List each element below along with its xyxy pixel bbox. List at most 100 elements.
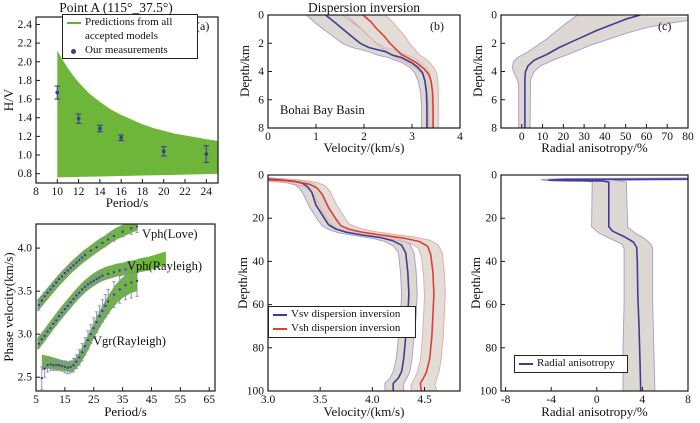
y-tick-label: 8 xyxy=(491,123,497,135)
anisotropy-deep-curve xyxy=(548,178,688,391)
anisotropy-deep-band-edge xyxy=(540,177,688,391)
panel-b-axes xyxy=(267,14,461,129)
panel-b-series xyxy=(306,15,439,128)
rayleigh-group-measurements xyxy=(40,264,139,390)
panel-bm-axes xyxy=(267,174,461,392)
legend-label: Vsv dispersion inversion xyxy=(291,308,401,320)
y-tick-label: 2.2 xyxy=(18,38,33,50)
y-tick-label: 4.0 xyxy=(18,243,33,255)
x-tick-label: -4 xyxy=(546,394,556,406)
x-tick-label: 0 xyxy=(594,394,600,406)
panel-b-ylabel: Depth/km xyxy=(237,45,252,97)
y-tick-label: 1.2 xyxy=(18,131,33,143)
rayleigh-phase-measurements xyxy=(37,262,133,349)
panel-br-axes xyxy=(500,174,689,392)
legend-item-radial-anisotropy: Radial anisotropy xyxy=(519,357,623,371)
panel-a-title: Point A (115°_37.5°) xyxy=(59,0,173,15)
love-measurements xyxy=(37,224,139,311)
annotation-bohai-bay-basin: Bohai Bay Basin xyxy=(280,103,365,117)
x-tick-label: 4 xyxy=(640,394,646,406)
y-tick-label: 2 xyxy=(491,38,497,50)
panel-b-xlabel: Velocity/(km/s) xyxy=(323,140,405,155)
y-tick-label: 0 xyxy=(491,10,497,22)
y-tick-label: 3.5 xyxy=(18,286,33,298)
x-tick-label: 25 xyxy=(88,394,100,406)
y-tick-label: 40 xyxy=(253,256,265,268)
green-line-swatch xyxy=(67,22,81,24)
legend-label: Predictions from all accepted models xyxy=(85,16,173,42)
vsv-shallow-band-edge xyxy=(306,15,423,128)
y-tick-label: 2.0 xyxy=(18,56,33,68)
panel-a-series xyxy=(54,50,218,178)
panel-bl-axes xyxy=(35,223,216,392)
legend-item-predictions: Predictions from all accepted models xyxy=(67,16,193,44)
x-tick-label: 60 xyxy=(641,131,653,143)
panel-bm-xlabel: Velocity/(km/s) xyxy=(323,404,405,419)
vsh-deep-band-edge xyxy=(268,178,446,391)
y-tick-label: 60 xyxy=(486,299,498,311)
anisotropy-shallow-curve xyxy=(524,15,641,128)
anisotropy-deep-band-edge xyxy=(613,179,688,391)
x-tick-label: 22 xyxy=(179,186,191,198)
panel-a-tag: (a) xyxy=(196,19,210,33)
y-tick-label: 1.8 xyxy=(18,75,33,87)
y-tick-label: 0.8 xyxy=(18,168,33,180)
y-tick-label: 8 xyxy=(258,123,264,135)
x-tick-label: 18 xyxy=(137,186,149,198)
legend-panel-bm: Vsv dispersion inversion Vsh dispersion … xyxy=(268,306,416,338)
y-tick-label: 2.5 xyxy=(18,372,33,384)
x-tick-label: 80 xyxy=(682,131,694,143)
vsv-shallow-band xyxy=(306,15,433,128)
vsv-deep-band-edge xyxy=(268,180,403,391)
panel-b-tag: (b) xyxy=(430,19,444,33)
y-tick-label: 0 xyxy=(491,170,497,182)
x-tick-label: 1 xyxy=(313,131,319,143)
annotation-vph-rayleigh: Vph(Rayleigh) xyxy=(127,259,202,273)
panel-c-tag: (c) xyxy=(658,19,672,33)
y-tick-label: 0 xyxy=(258,170,264,182)
x-tick-label: 10 xyxy=(52,186,64,198)
y-tick-label: 80 xyxy=(486,342,498,354)
y-tick-label: 80 xyxy=(253,342,265,354)
vsh-deep-curve xyxy=(268,179,435,391)
vsv-shallow-curve xyxy=(325,15,428,128)
panel-c-xlabel: Radial anisotropy/% xyxy=(541,140,648,155)
y-tick-label: 100 xyxy=(480,386,498,398)
panel-c-ylabel: Depth/km xyxy=(470,45,485,97)
x-tick-label: 30 xyxy=(578,131,590,143)
legend-panel-a: Predictions from all accepted models Our… xyxy=(62,14,198,60)
x-tick-label: 12 xyxy=(73,186,85,198)
annotation-vgr-rayleigh: Vgr(Rayleigh) xyxy=(93,334,166,348)
y-tick-label: 60 xyxy=(253,299,265,311)
x-tick-label: 20 xyxy=(158,186,170,198)
panel-a-ylabel: H/V xyxy=(1,88,16,112)
x-tick-label: 8 xyxy=(685,394,691,406)
y-tick-label: 2 xyxy=(258,38,264,50)
x-tick-label: 0 xyxy=(265,131,271,143)
x-tick-label: 10 xyxy=(537,131,549,143)
y-tick-label: 20 xyxy=(486,213,498,225)
y-tick-label: 20 xyxy=(253,213,265,225)
x-tick-label: 14 xyxy=(94,186,106,198)
x-tick-label: 55 xyxy=(175,394,187,406)
x-tick-label: 45 xyxy=(146,394,158,406)
x-tick-label: 4.5 xyxy=(417,394,432,406)
y-tick-label: 1.6 xyxy=(18,94,33,106)
x-tick-label: 2 xyxy=(361,131,367,143)
x-tick-label: 3.0 xyxy=(261,394,276,406)
x-tick-label: 15 xyxy=(59,394,71,406)
legend-label: Our measurements xyxy=(85,43,168,56)
figure-title: Dispersion inversion xyxy=(307,0,421,15)
y-tick-label: 2.4 xyxy=(18,19,33,31)
panel-br-xlabel: Radial anisotropy/% xyxy=(541,404,648,419)
x-tick-label: 4.0 xyxy=(365,394,380,406)
vsh-deep-band xyxy=(268,178,446,391)
y-tick-label: 100 xyxy=(247,386,265,398)
blue-line-swatch xyxy=(273,314,287,316)
vsh-shallow-curve xyxy=(362,15,434,128)
x-tick-label: 8 xyxy=(33,186,39,198)
panel-br-ylabel: Depth/km xyxy=(468,257,483,309)
y-tick-label: 3.0 xyxy=(18,329,33,341)
